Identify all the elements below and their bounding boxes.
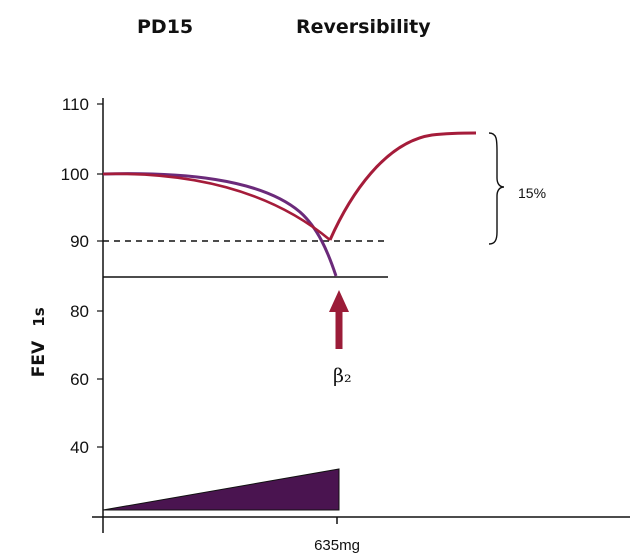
y-axis-label: FEV — [29, 340, 49, 377]
y-tick-label: 90 — [70, 232, 89, 251]
y-axis-label-subscript: 1s — [30, 307, 48, 326]
y-tick-label: 80 — [70, 302, 89, 321]
y-tick-label: 100 — [61, 165, 89, 184]
header-reversibility: Reversibility — [296, 16, 431, 38]
header-pd15: PD15 — [137, 16, 194, 38]
bronchodilator-label: β₂ — [333, 365, 352, 387]
series-line-pd15 — [102, 172, 338, 277]
y-tick-label: 60 — [70, 370, 89, 389]
series-line-recovery — [328, 131, 477, 241]
series-line-reversibility — [102, 172, 331, 241]
dose-ramp — [102, 468, 340, 511]
bronchodilator-arrow-head — [329, 290, 349, 312]
y-tick-label: 110 — [62, 95, 89, 114]
y-tick-label: 40 — [70, 438, 89, 457]
bracket-label: 15% — [518, 185, 546, 201]
bracket-15-percent — [488, 132, 505, 245]
x-tick-label-dose: 635mg — [314, 537, 360, 554]
